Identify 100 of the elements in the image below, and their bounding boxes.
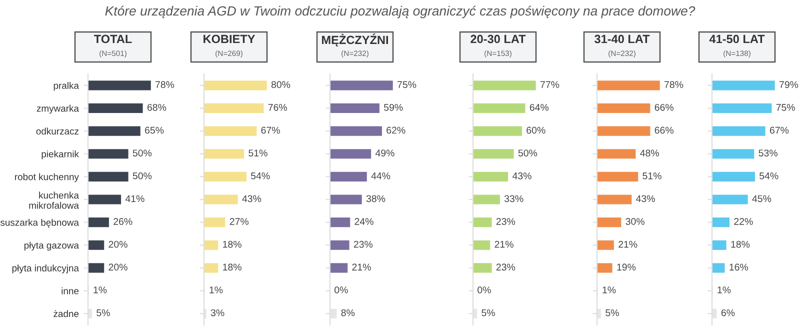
bar <box>597 263 612 273</box>
bar <box>330 218 350 228</box>
bar <box>712 103 772 114</box>
data-label: 67% <box>261 126 280 134</box>
data-label: 51% <box>642 172 662 180</box>
data-label: 6% <box>721 309 735 316</box>
data-label: 62% <box>386 126 406 134</box>
chart-title: 31-40 LAT <box>594 34 650 44</box>
data-label: 77% <box>540 81 560 88</box>
chart-title: 41-50 LAT <box>709 34 765 44</box>
bar <box>712 218 730 228</box>
data-label: 50% <box>132 150 152 156</box>
bar <box>204 172 246 182</box>
bar <box>597 240 614 250</box>
bar <box>330 240 350 250</box>
y-tick-label: inne <box>62 287 79 294</box>
bar <box>330 126 382 136</box>
data-label: 50% <box>518 150 538 156</box>
data-label: 0% <box>334 286 348 294</box>
bar <box>88 194 122 204</box>
data-label: 21% <box>618 240 638 248</box>
bar <box>204 240 218 250</box>
bar <box>204 263 218 273</box>
data-label: 67% <box>770 126 789 134</box>
y-tick-label: odkurzacz <box>36 128 79 135</box>
data-label: 23% <box>354 240 373 248</box>
data-label: 48% <box>640 150 659 156</box>
y-tick-label: płyta indukcyjna <box>12 264 79 274</box>
y-tick-label: płyta gazowa <box>24 242 79 251</box>
data-label: 24% <box>354 218 374 225</box>
data-label: 23% <box>496 264 516 271</box>
data-label: 66% <box>654 104 674 111</box>
chart-title: 20-30 LAT <box>470 34 526 44</box>
data-label: 3% <box>210 309 224 316</box>
data-label: 21% <box>352 264 371 271</box>
bar <box>473 240 490 250</box>
bar <box>330 80 393 90</box>
data-label: 49% <box>375 150 394 156</box>
bar <box>712 172 755 182</box>
bar <box>88 80 151 90</box>
bar <box>712 263 725 273</box>
bar <box>712 126 766 136</box>
y-tick-label: żadne <box>54 310 79 318</box>
data-label: 38% <box>366 195 386 202</box>
bar <box>473 194 500 204</box>
bar <box>204 218 226 228</box>
bar <box>473 263 492 273</box>
bar <box>712 80 775 90</box>
bar <box>473 80 536 90</box>
data-label: 0% <box>478 286 491 294</box>
data-label: 5% <box>96 309 110 316</box>
bar <box>204 194 238 204</box>
data-label: 66% <box>654 126 674 134</box>
bar <box>712 149 754 159</box>
data-label: 75% <box>776 104 795 111</box>
data-label: 30% <box>626 218 644 225</box>
data-label: 79% <box>780 81 798 88</box>
data-label: 65% <box>145 126 164 134</box>
chart-title: MĘŻCZYŹNI <box>322 34 388 46</box>
bar <box>204 103 264 114</box>
data-label: 18% <box>223 240 242 248</box>
data-label: 1% <box>210 286 223 294</box>
data-label: 19% <box>617 264 636 271</box>
data-label: 5% <box>606 309 619 316</box>
data-label: 27% <box>230 218 248 225</box>
data-label: 1% <box>718 286 731 294</box>
data-label: 41% <box>125 195 144 202</box>
data-label: 59% <box>384 104 403 111</box>
data-label: 78% <box>664 81 684 88</box>
data-label: 43% <box>636 195 655 202</box>
chart-title: KOBIETY <box>204 34 256 44</box>
data-label: 22% <box>734 218 753 225</box>
bar <box>88 263 104 273</box>
bar <box>88 218 109 228</box>
bar <box>330 103 380 114</box>
bar <box>473 172 508 182</box>
y-tick-label: piekarnik <box>42 150 79 160</box>
data-label: 43% <box>242 195 262 202</box>
bar <box>473 149 514 159</box>
bar <box>88 103 143 114</box>
data-label: 54% <box>250 172 270 180</box>
bar <box>597 218 622 228</box>
bar <box>330 263 348 273</box>
data-label: 44% <box>371 172 390 180</box>
data-label: 21% <box>494 240 514 248</box>
data-label: 64% <box>530 104 549 111</box>
data-label: 26% <box>114 218 132 225</box>
bar <box>597 80 660 90</box>
bar <box>597 103 650 114</box>
text: Które urządzenia AGD w Twoim odczuciu pozwalają ograniczyć czas poświęcony na prace domowe? <box>105 6 696 18</box>
bar <box>597 172 638 182</box>
bar <box>88 240 104 250</box>
chart-title: TOTAL <box>94 34 132 44</box>
bar <box>473 103 526 114</box>
data-label: 45% <box>752 195 772 202</box>
data-label: 5% <box>482 309 495 316</box>
y-tick-label: robot kuchenny <box>15 173 79 182</box>
bar <box>712 194 748 204</box>
bar <box>330 172 367 182</box>
data-label: 43% <box>512 172 532 180</box>
